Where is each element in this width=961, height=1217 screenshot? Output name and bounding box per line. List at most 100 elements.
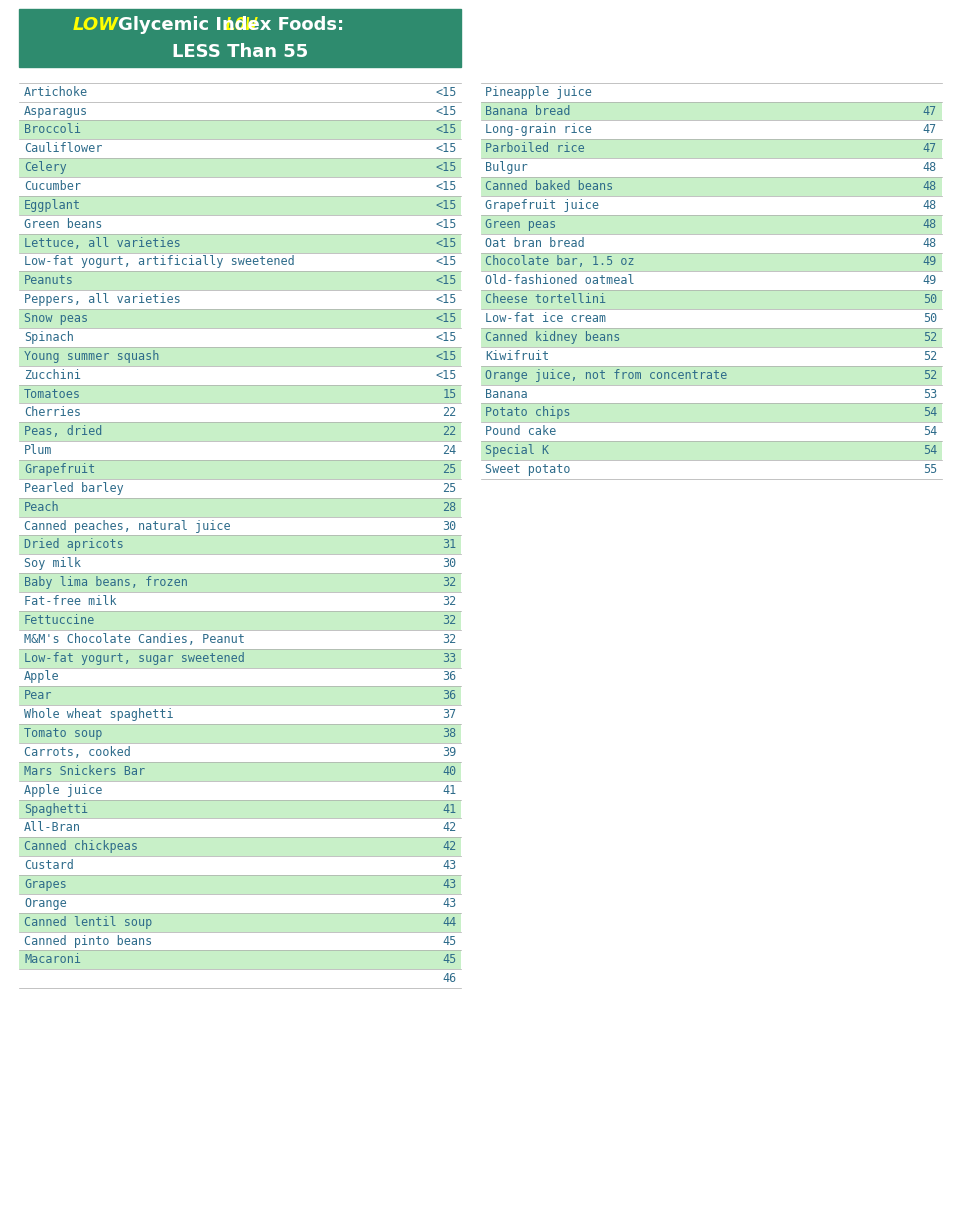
FancyBboxPatch shape	[480, 441, 942, 460]
Text: 42: 42	[442, 840, 456, 853]
Text: Low-fat ice cream: Low-fat ice cream	[485, 312, 606, 325]
FancyBboxPatch shape	[19, 385, 461, 404]
FancyBboxPatch shape	[19, 857, 461, 875]
Text: 43: 43	[442, 897, 456, 910]
FancyBboxPatch shape	[480, 291, 942, 309]
FancyBboxPatch shape	[19, 611, 461, 630]
Text: Custard: Custard	[24, 859, 74, 873]
Text: 36: 36	[442, 671, 456, 684]
Text: <15: <15	[435, 105, 456, 118]
Text: LESS Than 55: LESS Than 55	[172, 44, 308, 61]
Text: Macaroni: Macaroni	[24, 953, 81, 966]
FancyBboxPatch shape	[19, 913, 461, 932]
Text: 15: 15	[442, 387, 456, 400]
Text: Carrots, cooked: Carrots, cooked	[24, 746, 131, 759]
FancyBboxPatch shape	[19, 535, 461, 555]
Text: Tomatoes: Tomatoes	[24, 387, 81, 400]
Text: Soy milk: Soy milk	[24, 557, 81, 571]
Text: 25: 25	[442, 482, 456, 495]
Text: <15: <15	[435, 369, 456, 382]
FancyBboxPatch shape	[480, 422, 942, 441]
Text: Pineapple juice: Pineapple juice	[485, 85, 592, 99]
Text: Pound cake: Pound cake	[485, 425, 556, 438]
Text: Cauliflower: Cauliflower	[24, 142, 103, 156]
Text: 48: 48	[923, 180, 937, 194]
FancyBboxPatch shape	[480, 139, 942, 158]
Text: 31: 31	[442, 538, 456, 551]
FancyBboxPatch shape	[19, 931, 461, 950]
Text: Celery: Celery	[24, 161, 66, 174]
Text: <15: <15	[435, 293, 456, 307]
Text: M&M's Chocolate Candies, Peanut: M&M's Chocolate Candies, Peanut	[24, 633, 245, 646]
FancyBboxPatch shape	[480, 329, 942, 347]
Text: 47: 47	[923, 123, 937, 136]
Text: 50: 50	[923, 312, 937, 325]
Text: Tomato soup: Tomato soup	[24, 727, 103, 740]
FancyBboxPatch shape	[19, 893, 461, 913]
Text: Peas, dried: Peas, dried	[24, 425, 103, 438]
Text: Pearled barley: Pearled barley	[24, 482, 124, 495]
Text: 54: 54	[923, 425, 937, 438]
Text: Canned kidney beans: Canned kidney beans	[485, 331, 621, 344]
Text: 47: 47	[923, 142, 937, 156]
FancyBboxPatch shape	[19, 555, 461, 573]
Text: Spinach: Spinach	[24, 331, 74, 344]
FancyBboxPatch shape	[19, 422, 461, 441]
Text: 46: 46	[442, 972, 456, 986]
Text: 53: 53	[923, 387, 937, 400]
FancyBboxPatch shape	[19, 271, 461, 290]
Text: All-Bran: All-Bran	[24, 821, 81, 835]
Text: Apple: Apple	[24, 671, 60, 684]
FancyBboxPatch shape	[480, 234, 942, 253]
Text: <15: <15	[435, 142, 456, 156]
Text: Banana bread: Banana bread	[485, 105, 571, 118]
FancyBboxPatch shape	[480, 83, 942, 101]
Text: Canned lentil soup: Canned lentil soup	[24, 915, 152, 929]
Text: Oat bran bread: Oat bran bread	[485, 236, 585, 249]
Text: <15: <15	[435, 180, 456, 194]
FancyBboxPatch shape	[19, 291, 461, 309]
Text: Cheese tortellini: Cheese tortellini	[485, 293, 606, 307]
Text: 47: 47	[923, 105, 937, 118]
Text: 43: 43	[442, 877, 456, 891]
Text: 24: 24	[442, 444, 456, 458]
Text: 45: 45	[442, 935, 456, 948]
Text: 50: 50	[923, 293, 937, 307]
Text: Peanuts: Peanuts	[24, 274, 74, 287]
FancyBboxPatch shape	[19, 875, 461, 893]
FancyBboxPatch shape	[480, 347, 942, 365]
Text: Eggplant: Eggplant	[24, 198, 81, 212]
Text: Parboiled rice: Parboiled rice	[485, 142, 585, 156]
FancyBboxPatch shape	[19, 253, 461, 271]
Text: Bulgur: Bulgur	[485, 161, 528, 174]
FancyBboxPatch shape	[19, 139, 461, 158]
Text: 36: 36	[442, 689, 456, 702]
FancyBboxPatch shape	[19, 649, 461, 667]
Text: Snow peas: Snow peas	[24, 312, 88, 325]
Text: LOW: LOW	[224, 16, 257, 34]
FancyBboxPatch shape	[480, 102, 942, 120]
Text: Lettuce, all varieties: Lettuce, all varieties	[24, 236, 181, 249]
Text: Kiwifruit: Kiwifruit	[485, 349, 550, 363]
FancyBboxPatch shape	[19, 329, 461, 347]
FancyBboxPatch shape	[19, 516, 461, 535]
Text: Artichoke: Artichoke	[24, 85, 88, 99]
FancyBboxPatch shape	[19, 724, 461, 742]
Text: <15: <15	[435, 198, 456, 212]
FancyBboxPatch shape	[19, 83, 461, 101]
FancyBboxPatch shape	[19, 762, 461, 781]
Text: Fettuccine: Fettuccine	[24, 613, 95, 627]
Text: Young summer squash: Young summer squash	[24, 349, 160, 363]
Text: <15: <15	[435, 312, 456, 325]
Text: Cherries: Cherries	[24, 406, 81, 420]
Text: Low-fat yogurt, artificially sweetened: Low-fat yogurt, artificially sweetened	[24, 256, 295, 269]
Text: 45: 45	[442, 953, 456, 966]
FancyBboxPatch shape	[19, 742, 461, 762]
Text: Pear: Pear	[24, 689, 53, 702]
FancyBboxPatch shape	[480, 196, 942, 214]
Text: Special K: Special K	[485, 444, 550, 458]
Text: Canned baked beans: Canned baked beans	[485, 180, 613, 194]
FancyBboxPatch shape	[480, 404, 942, 422]
Text: Potato chips: Potato chips	[485, 406, 571, 420]
Text: 48: 48	[923, 218, 937, 231]
